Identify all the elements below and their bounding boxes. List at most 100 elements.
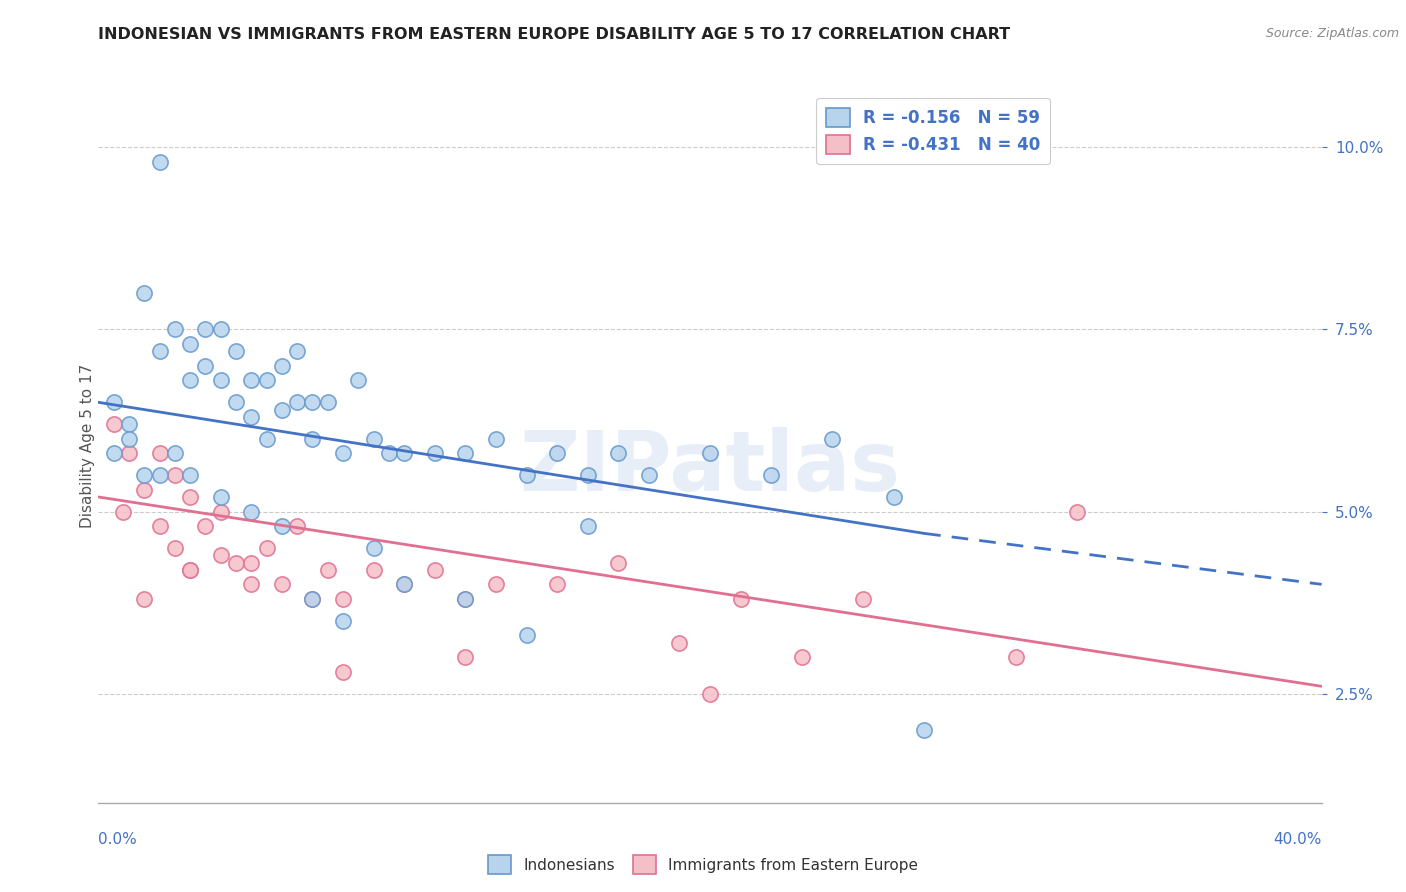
Point [301,432,323,446]
Point [225,556,247,570]
Point [270,519,292,533]
Point [103,417,125,432]
Point [209,322,232,336]
Point [240,556,263,570]
Point [759,468,782,483]
Point [179,490,201,504]
Point [103,446,125,460]
Point [332,665,354,679]
Point [392,577,416,591]
Point [149,446,172,460]
Point [637,468,661,483]
Point [149,519,172,533]
Point [270,402,292,417]
Point [225,344,247,359]
Point [134,591,156,606]
Point [301,395,323,409]
Point [285,519,308,533]
Point [516,628,538,642]
Text: 0.0%: 0.0% [98,832,138,847]
Point [332,591,354,606]
Point [332,614,354,628]
Point [118,446,141,460]
Point [179,563,201,577]
Point [454,446,477,460]
Point [149,468,172,483]
Text: 40.0%: 40.0% [1274,832,1322,847]
Point [301,591,323,606]
Point [149,155,172,169]
Point [111,504,134,518]
Point [1004,650,1026,665]
Point [668,635,690,649]
Point [378,446,401,460]
Point [194,359,217,373]
Y-axis label: Disability Age 5 to 17: Disability Age 5 to 17 [80,364,94,528]
Point [392,577,416,591]
Point [179,563,201,577]
Point [256,541,278,555]
Point [607,446,630,460]
Point [163,541,186,555]
Point [912,723,935,737]
Point [134,468,156,483]
Point [332,446,354,460]
Point [240,577,263,591]
Point [454,591,477,606]
Point [285,344,308,359]
Point [454,591,477,606]
Text: Source: ZipAtlas.com: Source: ZipAtlas.com [1265,27,1399,40]
Point [118,432,141,446]
Point [225,395,247,409]
Point [179,468,201,483]
Point [240,409,263,424]
Point [209,490,232,504]
Point [149,344,172,359]
Point [134,286,156,301]
Point [209,504,232,518]
Point [1066,504,1088,518]
Point [454,650,477,665]
Point [423,446,446,460]
Point [546,577,568,591]
Point [270,359,292,373]
Point [103,395,125,409]
Point [790,650,813,665]
Point [576,468,599,483]
Legend: Indonesians, Immigrants from Eastern Europe: Indonesians, Immigrants from Eastern Eur… [482,849,924,880]
Point [423,563,446,577]
Point [134,483,156,497]
Point [576,519,599,533]
Point [392,446,416,460]
Point [194,322,217,336]
Point [363,541,385,555]
Point [163,468,186,483]
Point [256,374,278,388]
Point [301,591,323,606]
Point [883,490,905,504]
Point [240,374,263,388]
Point [485,577,508,591]
Point [852,591,875,606]
Text: ZIPatlas: ZIPatlas [520,427,900,508]
Text: INDONESIAN VS IMMIGRANTS FROM EASTERN EUROPE DISABILITY AGE 5 TO 17 CORRELATION : INDONESIAN VS IMMIGRANTS FROM EASTERN EU… [98,27,1011,42]
Point [607,556,630,570]
Point [209,374,232,388]
Point [285,395,308,409]
Point [270,577,292,591]
Point [316,563,339,577]
Legend: R = -0.156   N = 59, R = -0.431   N = 40: R = -0.156 N = 59, R = -0.431 N = 40 [817,97,1050,164]
Point [240,504,263,518]
Point [546,446,568,460]
Point [485,432,508,446]
Point [163,322,186,336]
Point [179,337,201,351]
Point [118,417,141,432]
Point [363,563,385,577]
Point [699,687,721,701]
Point [699,446,721,460]
Point [347,374,370,388]
Point [316,395,339,409]
Point [209,548,232,562]
Point [179,374,201,388]
